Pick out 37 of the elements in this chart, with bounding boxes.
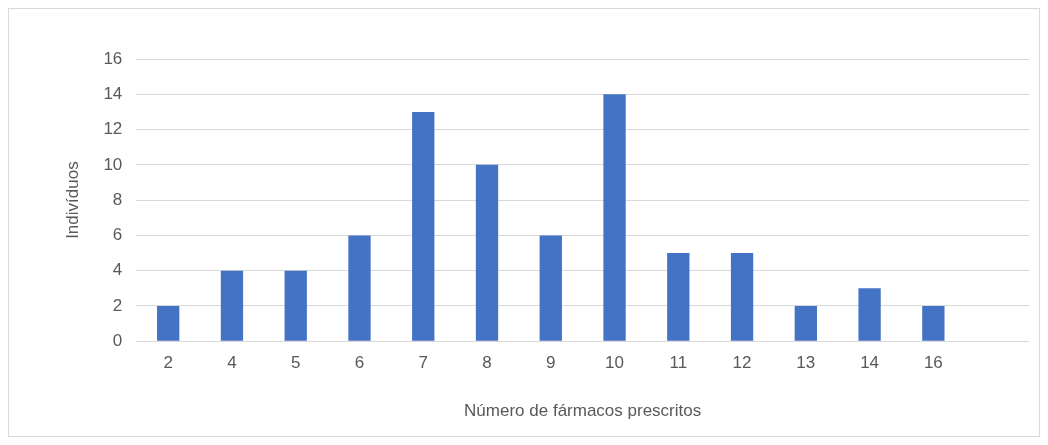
bar	[730, 253, 754, 341]
x-tick-label: 5	[290, 353, 301, 373]
y-tick-label: 16	[103, 48, 123, 68]
bar	[284, 270, 307, 341]
y-tick-label: 14	[103, 83, 123, 103]
y-tick-label: 4	[112, 260, 123, 280]
y-axis-title: Indivíduos	[62, 161, 82, 239]
bar	[922, 305, 945, 341]
bar	[220, 270, 244, 341]
x-axis-title: Número de fármacos prescritos	[464, 401, 702, 421]
x-tick-label: 9	[546, 353, 556, 373]
x-tick-label: 6	[354, 353, 365, 373]
x-tick-label: 12	[732, 353, 752, 373]
bar	[794, 305, 817, 341]
x-tick-label: 13	[796, 353, 816, 373]
bar	[603, 94, 626, 341]
x-tick-label: 10	[605, 353, 624, 373]
bar	[539, 235, 562, 341]
bar	[667, 253, 690, 341]
y-tick-label: 10	[103, 154, 123, 174]
x-tick-label: 7	[418, 353, 428, 373]
x-tick-label: 16	[923, 353, 943, 373]
y-tick-label: 2	[112, 295, 123, 315]
y-tick-label: 6	[112, 225, 123, 245]
bar	[157, 305, 180, 341]
y-tick-label: 12	[103, 119, 123, 139]
x-tick-label: 14	[860, 353, 880, 373]
y-tick-label: 0	[112, 330, 123, 350]
x-tick-label: 11	[669, 353, 688, 373]
bar	[858, 288, 881, 341]
bar	[475, 164, 499, 341]
x-tick-label: 8	[482, 353, 492, 373]
bar	[412, 111, 435, 341]
y-tick-label: 8	[112, 189, 123, 209]
x-tick-label: 4	[227, 353, 237, 373]
x-tick-label: 2	[163, 353, 173, 373]
bar	[348, 235, 371, 341]
